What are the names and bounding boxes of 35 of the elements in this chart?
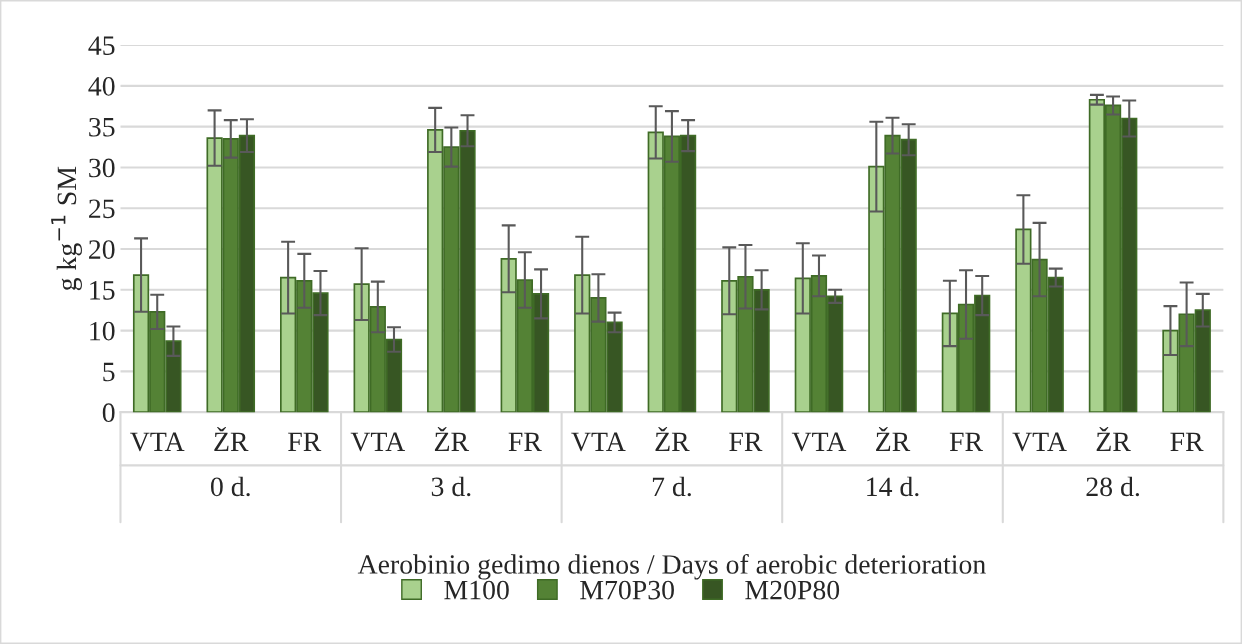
y-tick-label: 20 — [89, 240, 115, 259]
x-tick-label: ŽR — [1096, 427, 1131, 451]
y-tick-label: 0 — [102, 403, 115, 423]
text: 14 d. — [867, 476, 919, 497]
y-tick-label: 30 — [89, 158, 115, 178]
x-tick-label: VTA — [130, 432, 185, 452]
y-tick-label: 5 — [103, 362, 115, 382]
x-tick-label: VTA — [571, 432, 626, 452]
legend-label: M100 — [444, 580, 509, 600]
x-tick-label: FR — [508, 432, 542, 451]
y-tick-label: 45 — [88, 36, 115, 55]
legend-label: M20P80 — [745, 580, 840, 600]
y-tick-label: 25 — [89, 199, 115, 219]
x-tick-label: ŽR — [876, 427, 911, 451]
y-tick-label: 15 — [90, 281, 115, 300]
y-tick-label: 10 — [90, 321, 115, 341]
x-tick-label: VTA — [350, 432, 406, 452]
x-tick-label: FR — [949, 432, 983, 451]
x-tick-label: ŽR — [434, 427, 470, 451]
text: 28 d. — [1086, 476, 1140, 497]
x-axis-title: Aerobinio gedimo dienos / Days of aerobic deterioration — [357, 554, 986, 580]
x-tick-label: FR — [1170, 432, 1204, 451]
x-tick-label: ŽR — [214, 427, 249, 451]
text: 0 d. — [210, 476, 250, 497]
x-tick-label: FR — [729, 432, 763, 451]
text: 7 d. — [652, 476, 691, 497]
x-tick-label: VTA — [1012, 432, 1067, 452]
x-tick-label: FR — [288, 432, 322, 451]
y-tick-label: 35 — [89, 117, 115, 137]
y-tick-label: 40 — [88, 77, 115, 96]
x-tick-label: ŽR — [655, 427, 690, 451]
y-axis-title: g kg$^{−1}$ SM — [51, 166, 82, 291]
legend-label: M70P30 — [580, 580, 674, 600]
x-tick-label: VTA — [791, 432, 847, 452]
text: 3 d. — [431, 476, 471, 497]
